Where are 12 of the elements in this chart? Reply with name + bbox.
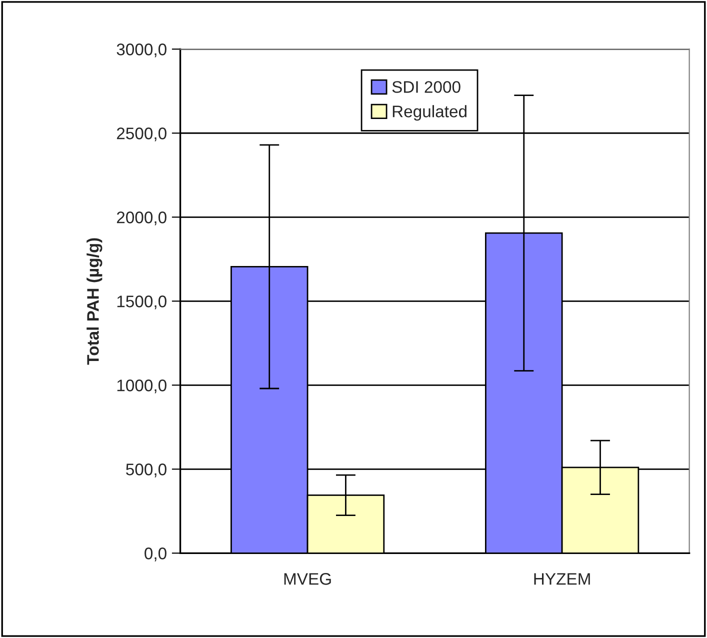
y-tick-label: 500,0	[126, 464, 166, 478]
y-tick-label: 3000,0	[116, 44, 166, 58]
x-tick-label: MVEG	[284, 573, 331, 585]
y-tick-label: 0,0	[144, 548, 166, 562]
y-tick-label: 2000,0	[116, 212, 166, 226]
y-tick-label: 1000,0	[117, 380, 166, 394]
x-tick-label: HYZEM	[534, 573, 590, 585]
legend-label: Regulated	[392, 105, 466, 121]
y-axis-title: Total PAH (µg/g)	[86, 238, 102, 365]
y-tick-label: 2500,0	[116, 128, 166, 142]
legend-label: SDI 2000	[392, 81, 460, 93]
y-tick-label: 1500,0	[117, 296, 166, 310]
